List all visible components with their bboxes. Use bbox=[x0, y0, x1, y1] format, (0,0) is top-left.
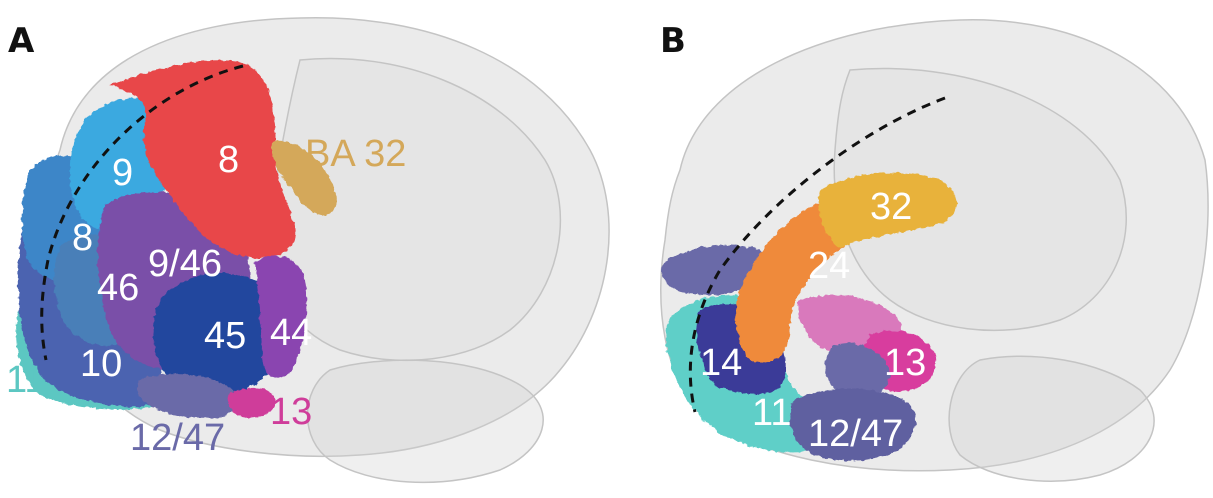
label-a-9-46: 9/46 bbox=[148, 243, 222, 285]
panel-b-area-left-slate bbox=[661, 244, 764, 296]
label-a-44: 44 bbox=[270, 312, 312, 354]
panel-b-area-32 bbox=[818, 172, 957, 248]
panel-a-area-ba32 bbox=[271, 141, 337, 216]
panel-a-letter: A bbox=[8, 21, 35, 61]
label-b-12-47: 12/47 bbox=[808, 413, 903, 455]
panel-a-area-45 bbox=[153, 272, 283, 397]
panel-a-area-8 bbox=[110, 60, 296, 259]
panel-a-area-44 bbox=[255, 255, 307, 378]
label-a-8-left: 8 bbox=[72, 217, 93, 259]
label-b-24: 24 bbox=[808, 245, 850, 287]
label-b-32: 32 bbox=[870, 186, 912, 228]
panel-a-labels: 8 BA 32 9 8 9/46 46 45 44 10 11 12/47 13 bbox=[6, 133, 406, 459]
panel-b-area-mid-slate bbox=[825, 343, 890, 399]
panel-b-brain-outline bbox=[660, 19, 1209, 482]
label-b-11: 11 bbox=[752, 392, 791, 434]
panel-a-area-12-47 bbox=[136, 373, 238, 419]
panel-b: B 32 24 14 13 11 12/47 bbox=[660, 19, 1209, 482]
panel-b-area-24 bbox=[736, 195, 855, 364]
panel-a-midline bbox=[40, 64, 244, 361]
label-b-13: 13 bbox=[884, 342, 926, 384]
panel-b-regions bbox=[661, 172, 957, 461]
panel-b-area-12-47 bbox=[789, 388, 917, 461]
label-b-14: 14 bbox=[700, 342, 742, 384]
label-a-46: 46 bbox=[97, 267, 139, 309]
panel-b-letter: B bbox=[660, 21, 686, 61]
panel-a-area-13 bbox=[227, 387, 276, 418]
panel-b-labels: 32 24 14 13 11 12/47 bbox=[700, 186, 926, 455]
label-a-11: 11 bbox=[6, 359, 45, 401]
label-a-ba32: BA 32 bbox=[305, 133, 406, 175]
label-a-8: 8 bbox=[218, 139, 239, 181]
label-a-45: 45 bbox=[204, 315, 246, 357]
panel-a-regions bbox=[16, 60, 337, 419]
label-a-10: 10 bbox=[80, 343, 122, 385]
label-a-12-47: 12/47 bbox=[130, 417, 225, 459]
label-a-9: 9 bbox=[112, 152, 133, 194]
panel-a: A 8 BA 32 9 8 9/46 bbox=[6, 17, 610, 484]
panel-b-midline bbox=[688, 96, 946, 413]
label-a-13: 13 bbox=[270, 391, 312, 433]
